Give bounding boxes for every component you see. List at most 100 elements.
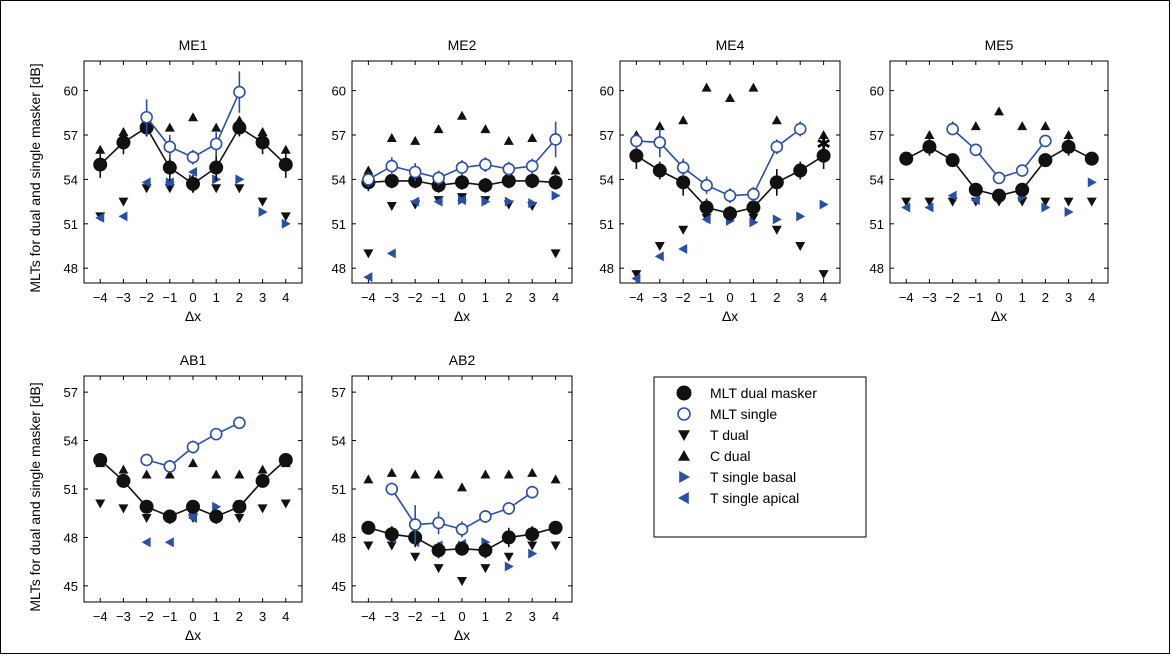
data-point-mlt-single — [233, 416, 246, 430]
data-point-t-single-basal — [796, 211, 806, 222]
data-point-t-dual — [234, 184, 245, 194]
data-point-mlt-single — [525, 485, 539, 499]
data-point-mlt-single — [432, 171, 445, 185]
data-point-c-dual — [118, 464, 129, 474]
data-point-mlt-dual-masker — [478, 178, 493, 193]
data-point-mlt-dual-masker — [478, 543, 493, 558]
data-point-mlt-dual-masker — [209, 160, 224, 175]
data-point-mlt-single — [992, 171, 1006, 185]
panel-title: ME1 — [179, 37, 208, 53]
x-tick-label: −3 — [384, 609, 399, 624]
data-point-t-dual — [433, 564, 444, 574]
data-point-t-single-basal — [481, 196, 491, 207]
y-tick-label: 60 — [600, 84, 614, 99]
data-point-t-single-apical — [363, 272, 373, 283]
data-point-t-single-apical — [947, 190, 957, 201]
data-point-t-single-apical — [386, 248, 396, 259]
data-point-mlt-single — [140, 453, 153, 467]
y-tick-label: 48 — [64, 530, 78, 545]
data-point-t-single-apical — [631, 273, 641, 284]
x-tick-label: −4 — [899, 290, 914, 305]
data-point-t-dual — [164, 184, 175, 194]
data-point-mlt-single — [525, 159, 539, 173]
legend-marker-triangle-up — [678, 450, 690, 461]
panel-me1: ME1 Δx −4 −3 −2 −1 0 1 2 3 4 48 51 54 57 60 — [64, 37, 303, 324]
data-point-c-dual — [363, 165, 374, 175]
data-point-c-dual — [924, 130, 935, 139]
data-point-c-dual — [480, 124, 491, 134]
x-axis-label: Δx — [454, 627, 470, 643]
data-point-mlt-single — [770, 140, 784, 154]
data-point-c-dual — [994, 106, 1004, 116]
data-point-mlt-single — [1039, 134, 1052, 148]
data-point-t-dual — [947, 197, 958, 207]
data-point-t-dual — [1086, 197, 1097, 207]
data-point-c-dual — [164, 122, 175, 132]
data-point-mlt-dual-masker — [139, 499, 154, 514]
data-point-mlt-dual-masker — [968, 182, 983, 197]
x-tick-label: −1 — [968, 290, 983, 305]
x-tick-label: 1 — [213, 609, 220, 624]
x-axis-label: Δx — [991, 308, 1007, 324]
panel-ab1: AB1 Δx −4 −3 −2 −1 0 1 2 3 4 45 48 51 54 57 — [64, 352, 303, 643]
data-point-mlt-single — [676, 161, 690, 174]
data-point-t-dual — [211, 184, 222, 194]
y-tick-label: 54 — [64, 172, 78, 187]
data-point-mlt-dual-masker — [922, 139, 937, 154]
panel-me2: ME2 Δx −4 −3 −2 −1 0 1 2 3 4 48 51 54 57 60 — [332, 37, 573, 324]
data-point-t-dual — [527, 541, 538, 551]
legend-label: MLT single — [710, 406, 777, 422]
data-point-mlt-single — [186, 440, 200, 454]
data-point-mlt-dual-masker — [232, 120, 247, 135]
data-point-c-dual — [363, 474, 374, 484]
data-point-mlt-single — [747, 187, 760, 201]
data-point-t-single-apical — [457, 195, 466, 206]
x-tick-label: −1 — [699, 290, 714, 305]
x-tick-label: −3 — [922, 290, 937, 305]
x-tick-label: 0 — [726, 290, 733, 305]
data-point-c-dual — [211, 122, 222, 132]
data-point-t-dual — [410, 552, 421, 562]
panel-me5: ME5 Δx −4 −3 −2 −1 0 1 2 3 4 48 51 54 57 60 — [870, 37, 1109, 324]
data-point-mlt-single — [362, 173, 375, 186]
y-tick-label: 51 — [600, 217, 614, 232]
data-point-mlt-dual-masker — [501, 530, 516, 545]
data-point-t-single-apical — [410, 196, 420, 207]
x-axis-label: Δx — [454, 308, 470, 324]
data-point-mlt-single — [209, 137, 223, 151]
data-point-mlt-dual-masker — [699, 200, 714, 215]
x-tick-label: 3 — [797, 290, 804, 305]
data-point-mlt-dual-masker — [769, 175, 784, 190]
x-tick-label: 3 — [259, 290, 266, 305]
data-point-mlt-dual-masker — [455, 541, 469, 556]
data-point-mlt-single — [1015, 164, 1029, 177]
data-point-mlt-dual-masker — [431, 543, 446, 558]
data-point-mlt-single — [700, 179, 713, 192]
x-tick-label: 1 — [482, 609, 489, 624]
data-point-t-dual — [678, 225, 689, 235]
data-point-t-single-basal — [212, 501, 222, 512]
data-point-mlt-dual-masker — [676, 175, 691, 190]
data-point-mlt-dual-masker — [255, 473, 270, 488]
y-tick-label: 54 — [600, 172, 614, 187]
data-point-t-dual — [280, 212, 291, 222]
data-point-t-single-apical — [701, 214, 711, 225]
y-tick-label: 54 — [64, 434, 78, 449]
y-tick-label: 57 — [64, 128, 78, 143]
data-point-c-dual — [701, 82, 712, 92]
data-point-c-dual — [164, 469, 175, 479]
data-point-mlt-dual-masker — [93, 452, 108, 467]
y-tick-label: 60 — [64, 84, 78, 99]
x-tick-label: −3 — [384, 290, 399, 305]
data-point-c-dual — [386, 132, 397, 142]
data-point-mlt-dual-masker — [1038, 153, 1053, 168]
y-tick-label: 48 — [870, 261, 884, 276]
data-point-mlt-single — [408, 165, 422, 179]
data-point-t-single-apical — [188, 167, 197, 177]
data-point-mlt-dual-masker — [186, 176, 200, 191]
data-point-t-dual — [771, 225, 782, 235]
data-point-mlt-single — [502, 162, 516, 176]
data-point-c-dual — [654, 121, 665, 131]
data-point-t-dual — [141, 184, 152, 194]
